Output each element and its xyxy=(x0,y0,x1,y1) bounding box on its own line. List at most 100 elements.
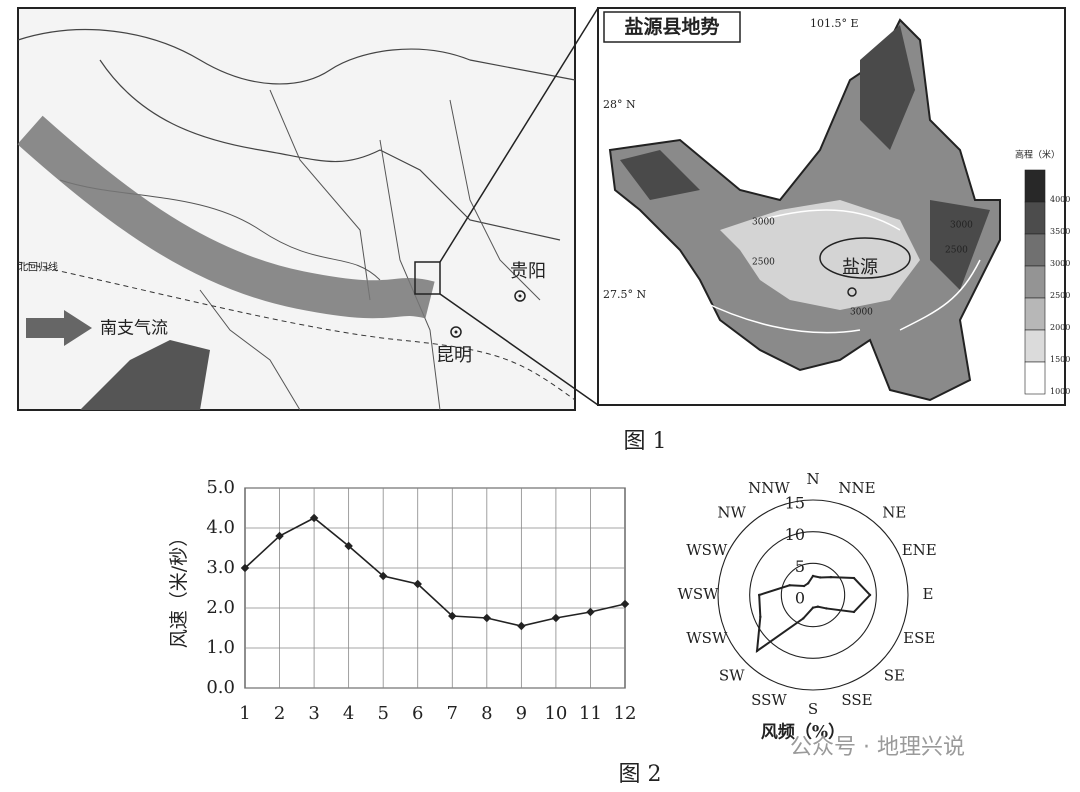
county-label: 盐源 xyxy=(842,257,878,278)
direction-label: SE xyxy=(884,666,905,684)
grid-ring xyxy=(780,562,846,628)
legend-swatch xyxy=(1024,329,1046,363)
legend: 4000 3500 3000 2500 2000 1500 1000 xyxy=(1024,169,1070,396)
direction-label: WSW xyxy=(677,585,719,603)
point xyxy=(551,613,561,623)
lat-label: 28° N xyxy=(603,98,636,111)
direction-label: SW xyxy=(719,666,745,684)
r-tick-label: 0 xyxy=(795,589,805,608)
direction-label: SSW xyxy=(751,691,787,709)
point xyxy=(482,613,492,623)
vertex xyxy=(852,610,856,614)
caption: 图 2 xyxy=(619,762,662,787)
radar-chart: 0 5 10 15N NNE NE ENE E ESE SE SSE S SSW SW WSW WSW WSW N… xyxy=(677,470,936,743)
connector xyxy=(439,7,599,263)
x-tick-label: 6 xyxy=(412,703,423,724)
r-tick-label: 15 xyxy=(785,494,805,513)
city-marker xyxy=(518,294,522,298)
vertex xyxy=(852,576,856,580)
y-tick-label: 4.0 xyxy=(206,517,235,538)
line xyxy=(244,517,626,627)
title-box xyxy=(603,11,741,43)
focus-box xyxy=(414,261,441,295)
x-tick-label: 5 xyxy=(377,703,388,724)
city-label: 贵阳 xyxy=(510,261,546,282)
highland xyxy=(620,25,990,290)
vertex xyxy=(816,605,820,608)
x-tick-label: 10 xyxy=(544,703,567,724)
city-label: 昆明 xyxy=(436,345,472,366)
plot-frame xyxy=(244,487,626,689)
vertex xyxy=(759,615,762,619)
left-map: 北回归线 南支气流 贵阳 昆明 xyxy=(17,7,576,411)
vertex xyxy=(811,606,815,609)
vertex xyxy=(755,649,759,653)
vertex xyxy=(825,607,828,610)
direction-label: ESE xyxy=(903,629,935,647)
airflow-label: 南支气流 xyxy=(100,319,168,339)
x-tick-label: 2 xyxy=(274,703,285,724)
r-tick-label: 10 xyxy=(785,525,805,544)
legend-label: 4000 xyxy=(1050,195,1070,204)
caption: 图 1 xyxy=(624,429,667,454)
watermark: 公众号 · 地理兴说 xyxy=(790,735,965,760)
x-tick-label: 1 xyxy=(239,703,250,724)
vertex xyxy=(829,575,833,579)
point xyxy=(309,513,319,523)
connector xyxy=(439,293,599,406)
x-tick-label: 4 xyxy=(343,703,354,724)
legend-label: 2500 xyxy=(1050,291,1070,300)
legend-label: 1500 xyxy=(1050,355,1070,364)
vertex xyxy=(788,584,791,587)
legend-label: 1000 xyxy=(1050,387,1070,396)
airflow-arrow xyxy=(26,310,92,346)
x-tick-label: 11 xyxy=(579,703,602,724)
r-tick-label: 5 xyxy=(795,557,805,576)
x-tick-label: 3 xyxy=(308,703,319,724)
airflow-band xyxy=(17,115,435,319)
direction-label: E xyxy=(923,585,934,603)
vertex xyxy=(811,574,815,578)
legend-label: 2000 xyxy=(1050,323,1070,332)
point xyxy=(620,599,630,609)
x-tick-label: 12 xyxy=(614,703,637,724)
y-tick-label: 3.0 xyxy=(206,557,235,578)
contour-label: 3000 xyxy=(752,218,775,228)
county-outline xyxy=(819,237,911,279)
point xyxy=(378,571,388,581)
city-marker xyxy=(454,330,458,334)
contour-label: 3000 xyxy=(850,308,873,318)
direction-label: WSW xyxy=(686,541,728,559)
direction-label: NE xyxy=(882,504,906,522)
contour-label: 2500 xyxy=(945,246,968,256)
y-axis-label: 风速（米/秒） xyxy=(168,528,190,648)
legend-swatch xyxy=(1024,297,1046,331)
vertex xyxy=(802,617,805,620)
city-marker xyxy=(450,326,462,338)
direction-label: S xyxy=(808,700,818,718)
direction-label: ENE xyxy=(902,541,937,559)
lon-label: 101.5° E xyxy=(810,17,859,30)
vertex xyxy=(802,584,806,588)
city-marker xyxy=(514,290,526,302)
vertex xyxy=(806,582,810,585)
legend-swatch xyxy=(1024,265,1046,299)
boundary xyxy=(99,59,561,241)
y-tick-label: 5.0 xyxy=(206,477,235,498)
x-tick-label: 9 xyxy=(516,703,527,724)
x-tick-label: 7 xyxy=(447,703,458,724)
direction-label: WSW xyxy=(686,629,728,647)
contour-label: 3000 xyxy=(950,221,973,231)
legend-label: 3500 xyxy=(1050,227,1070,236)
county-marker xyxy=(847,287,857,297)
right-map: 盐源 3000 2500 3000 2500 3000 盐源县地势 101.5°… xyxy=(597,7,1070,406)
legend-title: 高程（米） xyxy=(1015,149,1060,161)
x-tick-label: 8 xyxy=(481,703,492,724)
lat-label: 27.5° N xyxy=(603,288,646,301)
contour-label: 2500 xyxy=(752,258,775,268)
boundary xyxy=(17,28,576,85)
point xyxy=(517,621,526,631)
y-tick-label: 1.0 xyxy=(206,637,235,658)
